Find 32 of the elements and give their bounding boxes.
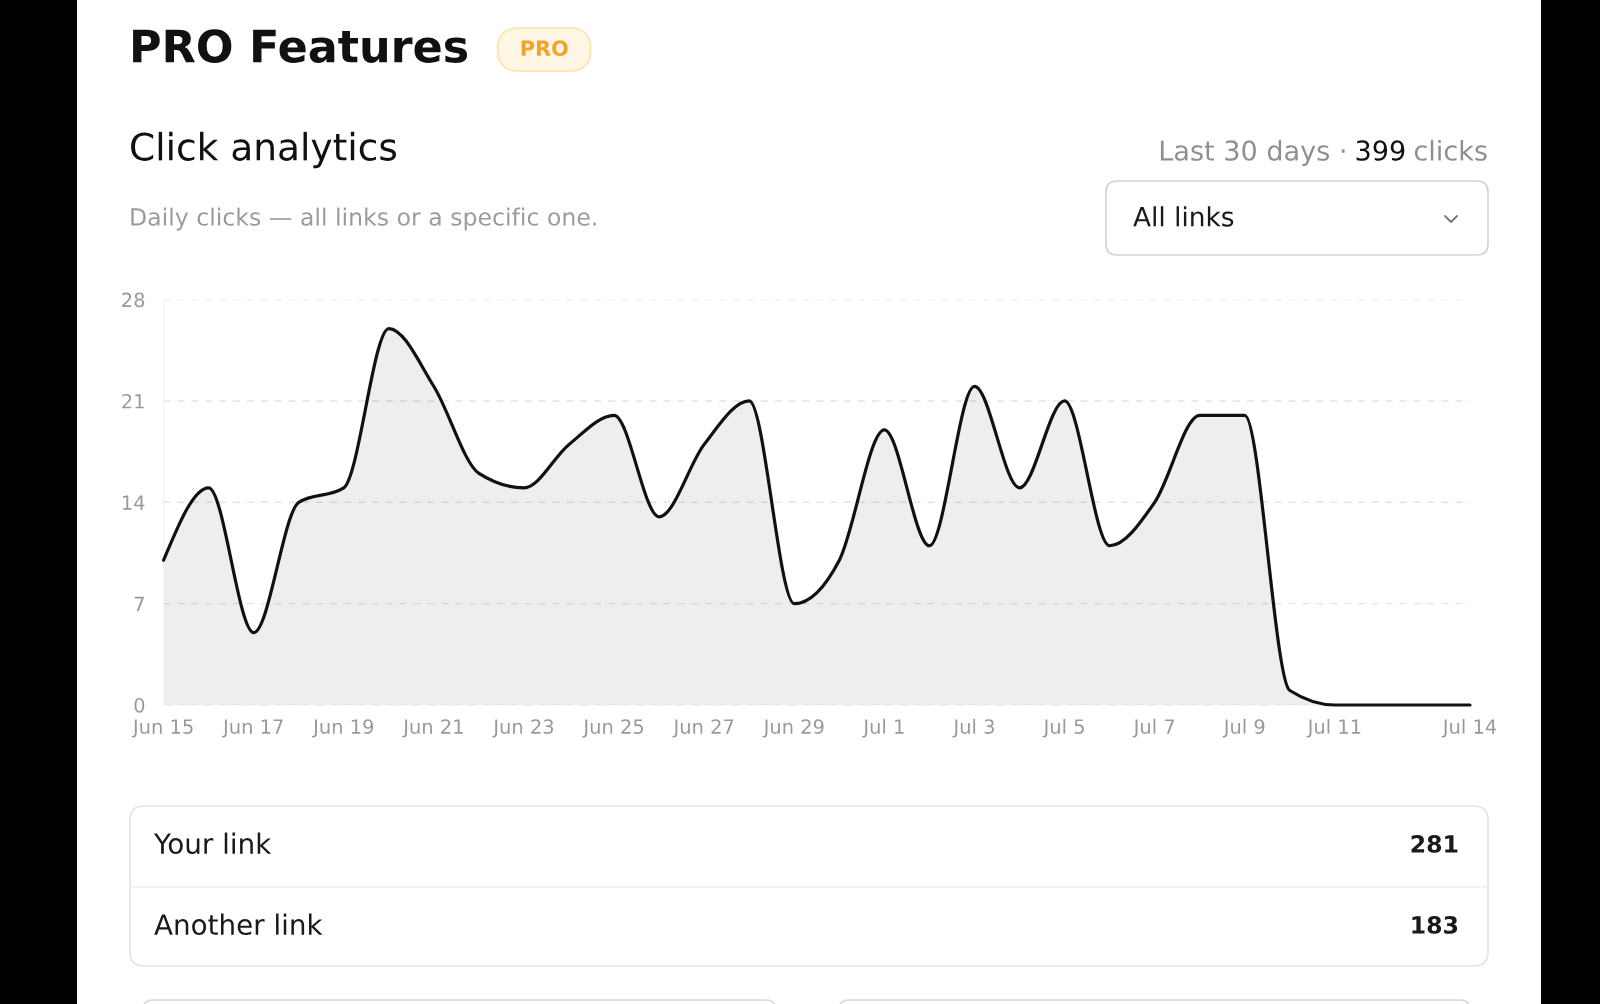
x-tick-label: Jul 5 [1042,718,1084,738]
y-tick-label: 0 [134,697,145,713]
x-tick-label: Jun 17 [222,719,283,738]
text: PRO Features [133,29,468,63]
y-tick-label: 7 [134,596,144,612]
x-tick-label: Jun 23 [492,719,554,738]
x-tick-label: Jul 11 [1306,718,1361,738]
x-tick-label: Jun 27 [672,719,734,738]
x-tick-label: Jul 7 [1132,718,1175,738]
x-tick-label: Jun 25 [582,719,644,738]
y-tick-label: 28 [122,292,145,308]
text: clicks [1414,139,1487,161]
text: All links [1133,206,1234,227]
text: Another link [154,913,323,936]
x-tick-label: Jun 29 [762,719,824,738]
y-tick-label: 21 [122,393,144,409]
text: 399 [1356,140,1405,161]
text: Your link [153,832,272,855]
text: Last 30 days · [1160,139,1345,167]
chart-subtitle: Daily clicks — all links or a specific one. [131,207,596,231]
text: PRO [521,40,568,57]
text: 183 [1412,915,1458,934]
x-tick-label: Jun 21 [402,719,463,738]
y-tick-label: 14 [122,495,145,510]
x-tick-label: Jul 3 [952,718,994,738]
chart-title: Click analytics [131,131,397,169]
x-tick-label: Jul 1 [862,718,904,738]
text: 281 [1411,834,1458,853]
x-tick-label: Jul 14 [1441,718,1497,738]
x-tick-label: Jul 9 [1222,718,1265,738]
x-tick-label: Jun 15 [131,719,193,738]
x-tick-label: Jun 19 [312,719,374,738]
